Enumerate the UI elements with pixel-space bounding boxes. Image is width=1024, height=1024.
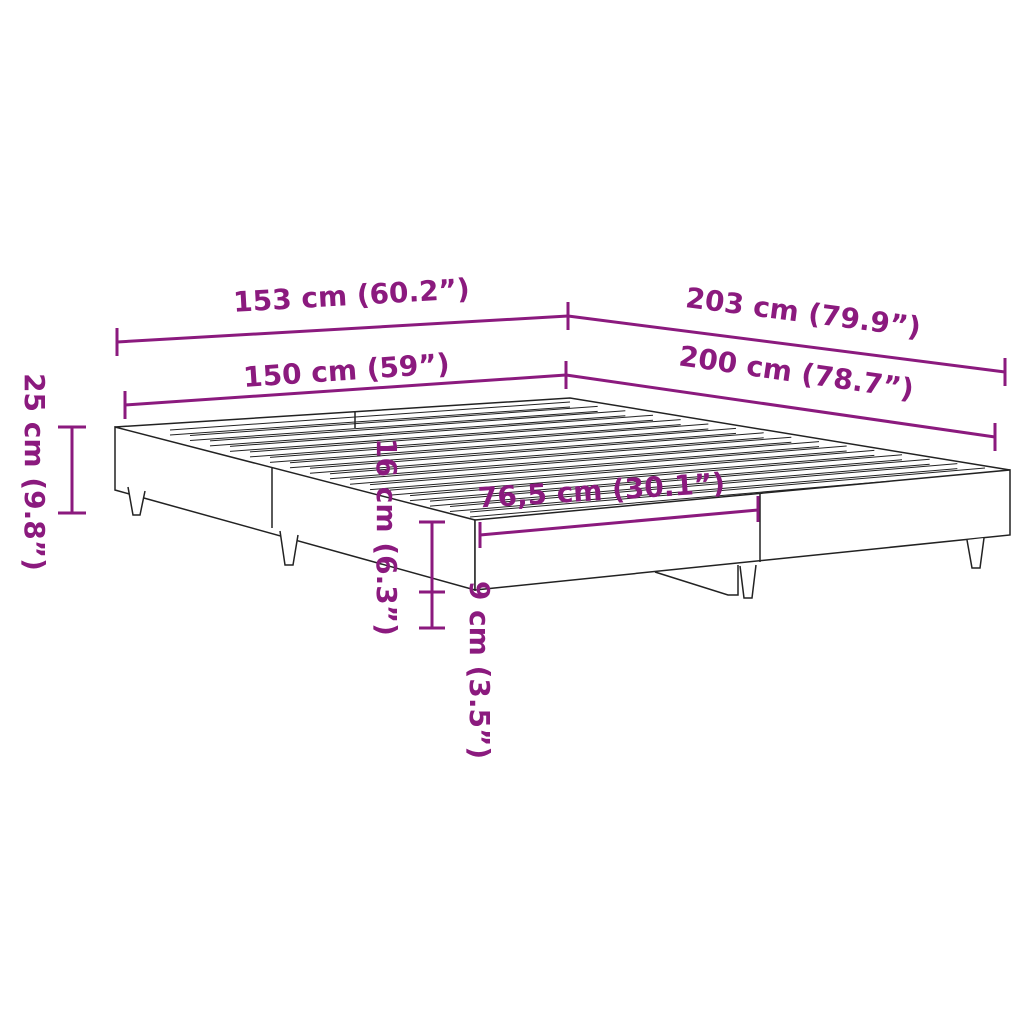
bed-slat-edge: [289, 427, 737, 464]
bed-slat-edge: [249, 424, 681, 458]
bed-slat-edge: [469, 467, 986, 513]
bed-slat-edge: [429, 463, 930, 507]
bed-slat-edge: [369, 445, 847, 486]
bed-slat-edge: [449, 468, 958, 513]
bed-slat-edge: [229, 419, 654, 452]
center-support: [654, 565, 739, 596]
outer-width-label: 153 cm (60.2”): [232, 272, 470, 319]
bed-slat-edge: [349, 441, 820, 480]
leg-back-left: [127, 486, 146, 516]
bed-slat-edge: [429, 458, 930, 502]
frame-height-label: 16 cm (6.3”): [370, 438, 403, 636]
bed-slat-edge: [309, 437, 764, 474]
bed-slat-edge: [369, 450, 847, 491]
bed-slat-edge: [269, 423, 709, 458]
bed-slat-edge: [209, 410, 626, 442]
leg-front-middle: [739, 564, 757, 599]
half-width-line: [478, 496, 760, 548]
frame-height-line: [419, 520, 445, 630]
bed-slat-edge: [189, 410, 598, 441]
bed-slat-edge: [409, 459, 903, 502]
bed-slat-edge: [389, 454, 875, 496]
bed-back-edge: [114, 397, 1011, 471]
dimension-lines: [58, 302, 1007, 630]
bed-slat-edge: [309, 432, 764, 469]
inner-width-label: 150 cm (59”): [242, 347, 450, 394]
inner-length-line: [565, 373, 997, 451]
total-height-line: [58, 425, 86, 515]
bed-slat-edge: [229, 414, 654, 447]
outer-length-line: [567, 314, 1007, 386]
bed-slat-edge: [449, 463, 958, 508]
bed-slat-edge: [269, 428, 709, 463]
bed-slat-edge: [409, 454, 903, 497]
bed-frame-drawing: [114, 397, 1011, 599]
bed-slats: [169, 401, 986, 518]
bed-slat-edge: [169, 401, 571, 431]
bed-slat-edge: [189, 405, 598, 436]
bed-slat-edge: [249, 419, 681, 453]
bed-slat-edge: [349, 446, 820, 485]
bed-slat-edge: [209, 415, 626, 447]
bed-slat-edge: [389, 449, 875, 491]
bed-left-side-panel: [114, 426, 476, 591]
leg-front-right: [966, 537, 985, 569]
bed-slat-edge: [329, 436, 792, 475]
leg-front-left: [279, 530, 299, 566]
bed-slat-edge: [169, 406, 571, 436]
bed-slat-edge: [329, 441, 792, 480]
bed-front-end-panel: [474, 469, 1011, 591]
total-height-label: 25 cm (9.8”): [18, 373, 51, 571]
bed-slat-edge: [289, 432, 737, 469]
clearance-label: 9 cm (3.5”): [463, 581, 496, 759]
